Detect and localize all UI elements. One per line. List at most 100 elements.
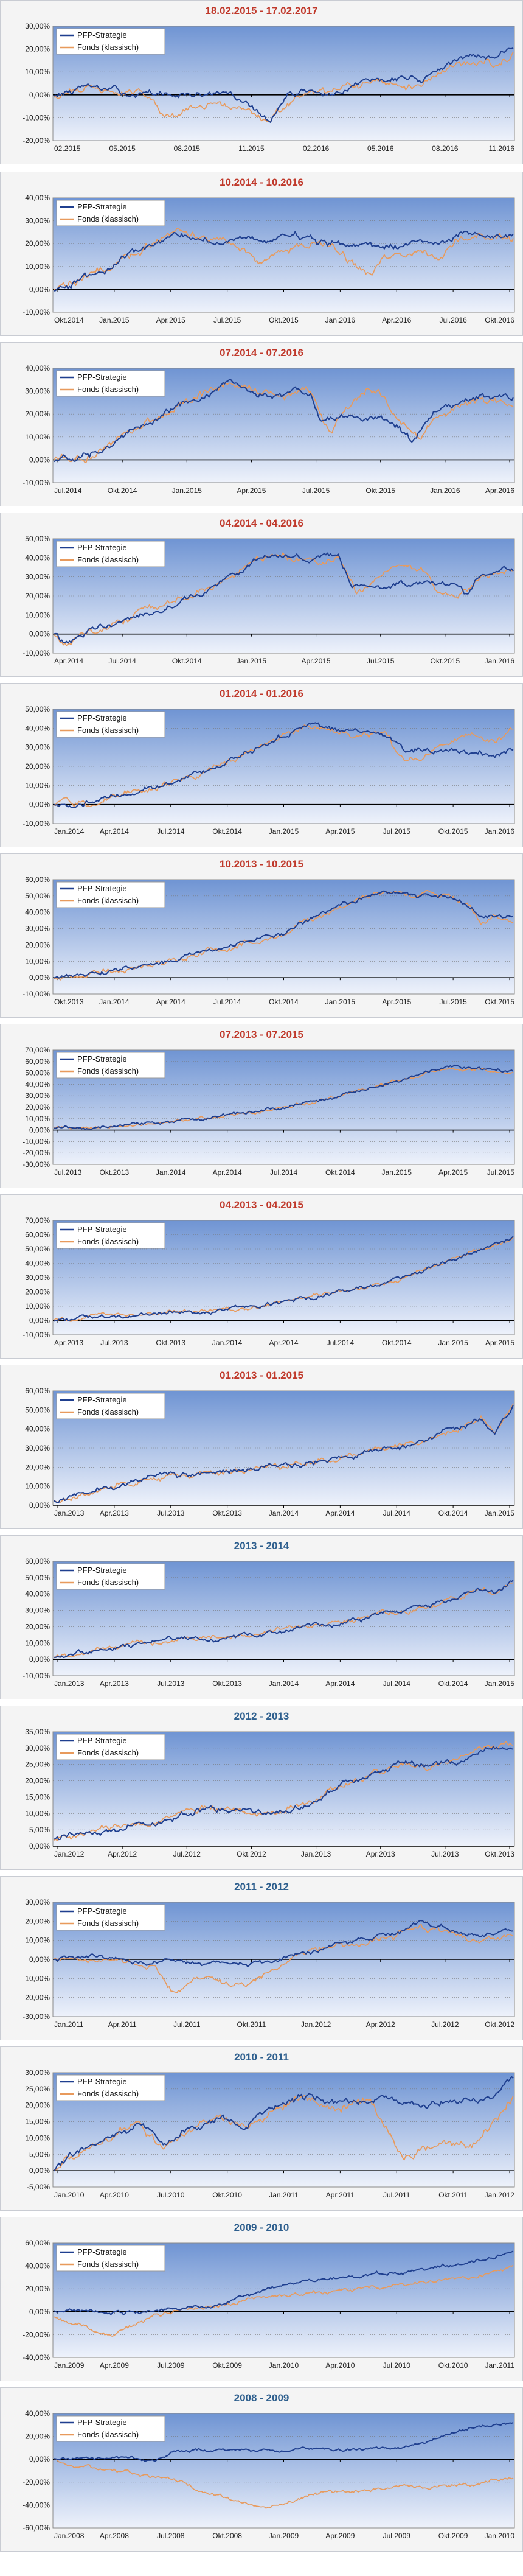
y-tick-label: 60,00% [25,875,50,884]
legend: PFP-Strategie Fonds (klassisch) [56,541,165,567]
legend: PFP-Strategie Fonds (klassisch) [56,28,165,55]
x-tick-label: Okt.2013 [100,1168,130,1177]
y-tick-label: 0,00% [29,285,50,293]
x-tick-label: Jul.2012 [431,2020,459,2029]
x-tick-label: Apr.2013 [100,1509,129,1517]
legend-label-strategy: PFP-Strategie [77,1566,127,1575]
legend-label-fund: Fonds (klassisch) [77,896,139,905]
x-tick-label: 05.2016 [367,144,394,153]
legend-label-strategy: PFP-Strategie [77,1736,127,1745]
x-tick-label: Apr.2014 [156,998,185,1006]
line-chart: 01.2013 - 01.2015 60,00% 50,00% 40,00% 30,00… [25,1370,515,1517]
y-tick-label: 0,00% [29,973,50,982]
x-tick-label: Jan.2014 [269,1509,299,1517]
series-line-fund [54,382,514,463]
series-line-strategy [54,1064,514,1130]
y-tick-label: -20,00% [23,136,50,145]
y-tick-label: 0,00% [29,455,50,464]
x-tick-label: Jul.2013 [157,1679,185,1688]
chart-panel: 10.2014 - 10.2016 40,00% 30,00% 20,00% 10,00… [0,172,523,336]
y-tick-label: -20,00% [23,1993,50,2002]
legend-box [56,541,165,567]
y-tick-label: 60,00% [25,1557,50,1566]
x-tick-label: Apr.2010 [100,2191,129,2199]
legend: PFP-Strategie Fonds (klassisch) [56,1563,165,1590]
legend-label-fund: Fonds (klassisch) [77,1748,139,1757]
legend: PFP-Strategie Fonds (klassisch) [56,370,165,397]
x-tick-label: Jul.2014 [327,1339,355,1347]
chart-title: 2008 - 2009 [234,2392,289,2404]
x-tick-label: Apr.2014 [325,1509,355,1517]
x-tick-label: Jul.2015 [213,316,241,324]
x-tick-label: 02.2015 [54,144,81,153]
chart-title: 10.2013 - 10.2015 [220,858,303,870]
series-line-fund [54,2458,514,2509]
chart-title: 10.2014 - 10.2016 [220,177,303,188]
x-tick-label: Okt.2014 [269,998,299,1006]
x-tick-label: Jan.2011 [54,2020,84,2029]
y-tick-label: 10,00% [25,611,50,619]
x-tick-label: Jan.2016 [485,657,515,665]
legend-box [56,28,165,55]
legend: PFP-Strategie Fonds (klassisch) [56,1904,165,1931]
y-tick-label: 40,00% [25,2262,50,2270]
x-tick-label: Jan.2012 [54,1850,85,1858]
y-tick-label: -20,00% [23,2478,50,2487]
y-tick-label: 30,00% [25,217,50,225]
legend-label-fund: Fonds (klassisch) [77,385,139,394]
x-tick-label: Jan.2010 [54,2191,85,2199]
y-tick-label: 30,00% [25,1444,50,1452]
x-tick-label: Okt.2011 [438,2191,468,2199]
x-tick-label: Okt.2009 [438,2532,468,2540]
y-tick-label: 10,00% [25,1809,50,1818]
y-tick-label: -10,00% [23,1331,50,1339]
legend: PFP-Strategie Fonds (klassisch) [56,1222,165,1249]
y-tick-label: 50,00% [25,892,50,900]
chart-panel: 07.2013 - 07.2015 70,00% 60,00% 50,00% 40,00… [0,1024,523,1188]
chart-title: 2013 - 2014 [234,1540,289,1552]
x-tick-label: Okt.2015 [431,657,460,665]
legend-box [56,1734,165,1760]
chart-title: 2009 - 2010 [234,2222,289,2233]
y-tick-label: 20,00% [25,1463,50,1471]
y-tick-label: 40,00% [25,724,50,732]
legend-box [56,2245,165,2272]
y-tick-label: 60,00% [25,1387,50,1395]
x-tick-label: Jan.2014 [212,1339,243,1347]
legend: PFP-Strategie Fonds (klassisch) [56,711,165,738]
x-tick-label: Jan.2015 [172,486,203,495]
x-tick-label: Jan.2013 [54,1679,85,1688]
legend: PFP-Strategie Fonds (klassisch) [56,1052,165,1079]
y-tick-label: 60,00% [25,2239,50,2247]
line-chart: 2013 - 2014 60,00% 50,00% 40,00% 30,00% 20,00… [23,1540,515,1688]
y-tick-label: 30,00% [25,743,50,752]
y-tick-label: 10,00% [25,957,50,965]
y-tick-label: 20,00% [25,410,50,418]
series-line-fund [54,1403,514,1503]
series-line-strategy [54,552,514,644]
y-tick-label: 30,00% [25,573,50,581]
y-tick-label: 40,00% [25,364,50,373]
x-tick-label: Okt.2011 [237,2020,266,2029]
chart-title: 04.2013 - 04.2015 [220,1199,303,1211]
line-chart: 2008 - 2009 40,00% 20,00% 0,00% -20,00% -40,0… [23,2392,515,2540]
x-tick-label: Jul.2009 [383,2532,411,2540]
chart-panel: 10.2013 - 10.2015 60,00% 50,00% 40,00% 30,00… [0,853,523,1018]
y-tick-label: 0,00% [29,2166,50,2175]
x-tick-label: Apr.2014 [54,657,83,665]
series-line-strategy [54,47,514,123]
y-tick-label: 10,00% [25,1302,50,1311]
series-line-strategy [54,1746,514,1841]
x-tick-label: Okt.2010 [438,2361,468,2370]
legend: PFP-Strategie Fonds (klassisch) [56,2074,165,2101]
legend-label-fund: Fonds (klassisch) [77,2089,139,2098]
x-tick-label: Apr.2015 [237,486,266,495]
y-tick-label: 20,00% [25,2101,50,2110]
y-tick-label: 0,00% [29,91,50,99]
x-tick-label: Okt.2013 [485,1850,514,1858]
legend-label-strategy: PFP-Strategie [77,2077,127,2086]
y-tick-label: -10,00% [23,308,50,317]
x-tick-label: Jan.2011 [485,2361,515,2370]
y-tick-label: 70,00% [25,1216,50,1225]
